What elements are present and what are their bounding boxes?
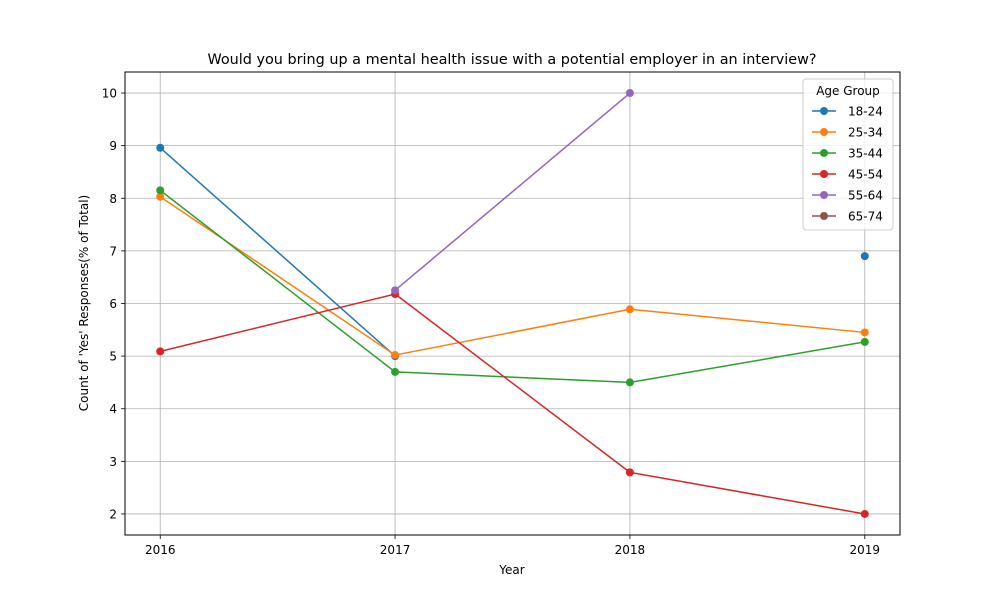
data-point <box>156 347 165 356</box>
y-tick-label: 5 <box>109 350 117 364</box>
x-tick-label: 2018 <box>615 543 646 557</box>
data-point <box>391 367 400 376</box>
series-line <box>159 147 396 357</box>
series-25-34 <box>156 192 869 360</box>
data-point <box>625 305 634 314</box>
legend-label: 55-64 <box>848 189 883 203</box>
data-point <box>625 89 634 98</box>
legend-marker <box>820 170 828 178</box>
y-tick-label: 6 <box>109 297 117 311</box>
y-tick-label: 9 <box>109 139 117 153</box>
legend-item: 35-44 <box>812 147 883 161</box>
legend-marker <box>820 191 828 199</box>
y-tick-label: 10 <box>102 87 117 101</box>
y-tick-label: 3 <box>109 455 117 469</box>
legend-item: 18-24 <box>812 105 883 119</box>
series-line <box>159 189 865 384</box>
legend-entries: 18-24 25-34 35-44 45-54 55-64 65-74 <box>812 105 883 224</box>
legend-label: 65-74 <box>848 210 883 224</box>
series-45-54 <box>156 290 869 518</box>
legend-item: 65-74 <box>812 210 883 224</box>
legend-item: 45-54 <box>812 168 883 182</box>
legend: Age Group 18-24 25-34 35-44 45-54 55-64 65-74 <box>802 78 894 231</box>
data-point <box>156 186 165 195</box>
chart-title: Would you bring up a mental health issue… <box>207 52 816 68</box>
data-point <box>625 378 634 387</box>
x-axis: 2016 2017 2018 2019 <box>145 535 880 557</box>
data-point <box>625 468 634 477</box>
legend-marker <box>820 107 828 115</box>
data-point <box>860 328 869 337</box>
data-point <box>156 192 165 201</box>
y-tick-label: 8 <box>109 192 117 206</box>
y-axis-label: Count of 'Yes' Responses(% of Total) <box>77 195 91 412</box>
series-layer <box>156 89 869 518</box>
series-line <box>159 196 865 356</box>
legend-item: 25-34 <box>812 126 883 140</box>
y-tick-label: 4 <box>109 402 117 416</box>
data-point <box>391 351 400 360</box>
grid-layer <box>125 72 900 535</box>
series-line <box>160 293 865 515</box>
legend-marker <box>820 149 828 157</box>
legend-item: 55-64 <box>812 189 883 203</box>
data-point <box>156 143 165 152</box>
legend-label: 35-44 <box>848 147 883 161</box>
data-point <box>860 252 869 261</box>
x-axis-label: Year <box>498 563 524 577</box>
legend-label: 45-54 <box>848 168 883 182</box>
data-point <box>391 286 400 295</box>
data-point <box>860 509 869 518</box>
legend-title: Age Group <box>816 84 880 98</box>
x-tick-label: 2017 <box>380 543 411 557</box>
x-tick-label: 2016 <box>145 543 176 557</box>
x-tick-label: 2019 <box>849 543 880 557</box>
y-tick-label: 2 <box>109 507 117 521</box>
legend-label: 25-34 <box>848 126 883 140</box>
y-axis: 2 3 4 5 6 7 8 9 10 <box>102 87 125 521</box>
legend-label: 18-24 <box>848 105 883 119</box>
y-tick-label: 7 <box>109 244 117 258</box>
series-55-64 <box>391 89 634 295</box>
series-18-24 <box>156 143 869 361</box>
data-point <box>860 337 869 346</box>
legend-marker <box>820 128 828 136</box>
series-line <box>394 92 631 291</box>
series-35-44 <box>156 186 869 387</box>
legend-marker <box>820 212 828 220</box>
